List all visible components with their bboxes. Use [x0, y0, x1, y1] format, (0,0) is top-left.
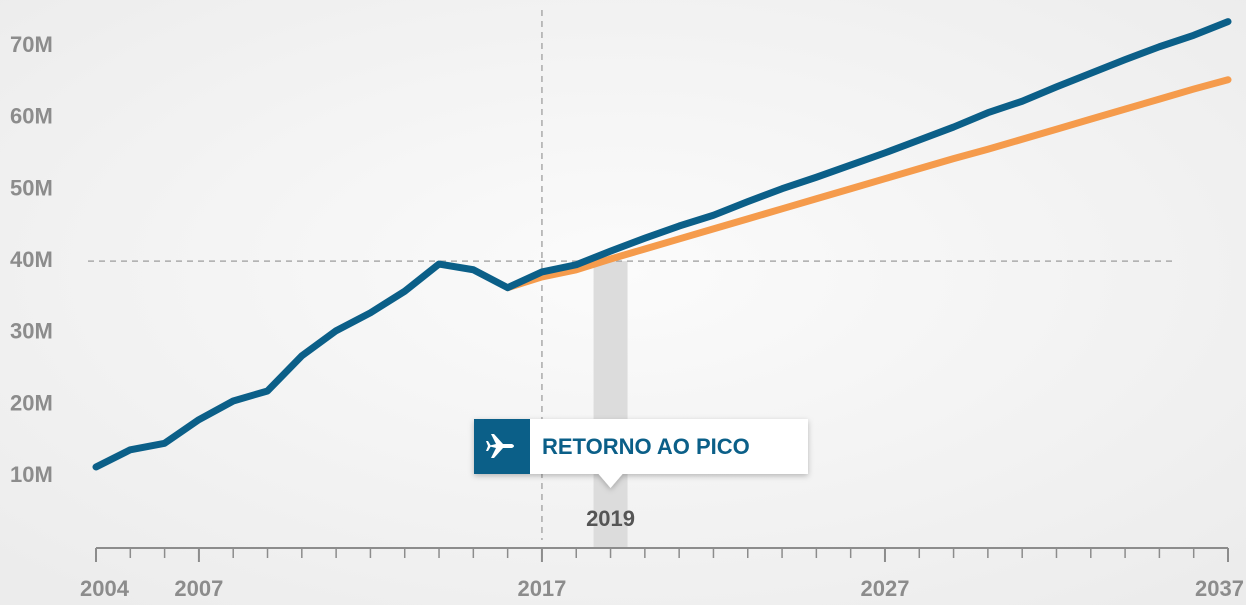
series-line	[504, 76, 1232, 292]
x-tick-label: 2027	[860, 576, 909, 601]
x-tick-label: 2007	[174, 576, 223, 601]
annotation-year: 2019	[586, 506, 635, 531]
highlight-band	[593, 261, 628, 548]
callout-box	[474, 419, 808, 488]
x-tick-label: 2037	[1195, 576, 1244, 601]
x-tick-label: 2017	[517, 576, 566, 601]
y-tick-label: 20M	[10, 390, 53, 415]
series-line	[92, 18, 1232, 471]
plane-icon	[486, 434, 514, 458]
callout-label: RETORNO AO PICO	[542, 434, 750, 459]
y-tick-label: 50M	[10, 175, 53, 200]
x-tick-label: 2004	[80, 576, 130, 601]
y-tick-label: 60M	[10, 104, 53, 129]
y-tick-label: 70M	[10, 32, 53, 57]
y-tick-label: 40M	[10, 247, 53, 272]
y-tick-label: 30M	[10, 319, 53, 344]
callout: RETORNO AO PICO	[474, 419, 808, 488]
y-tick-label: 10M	[10, 462, 53, 487]
